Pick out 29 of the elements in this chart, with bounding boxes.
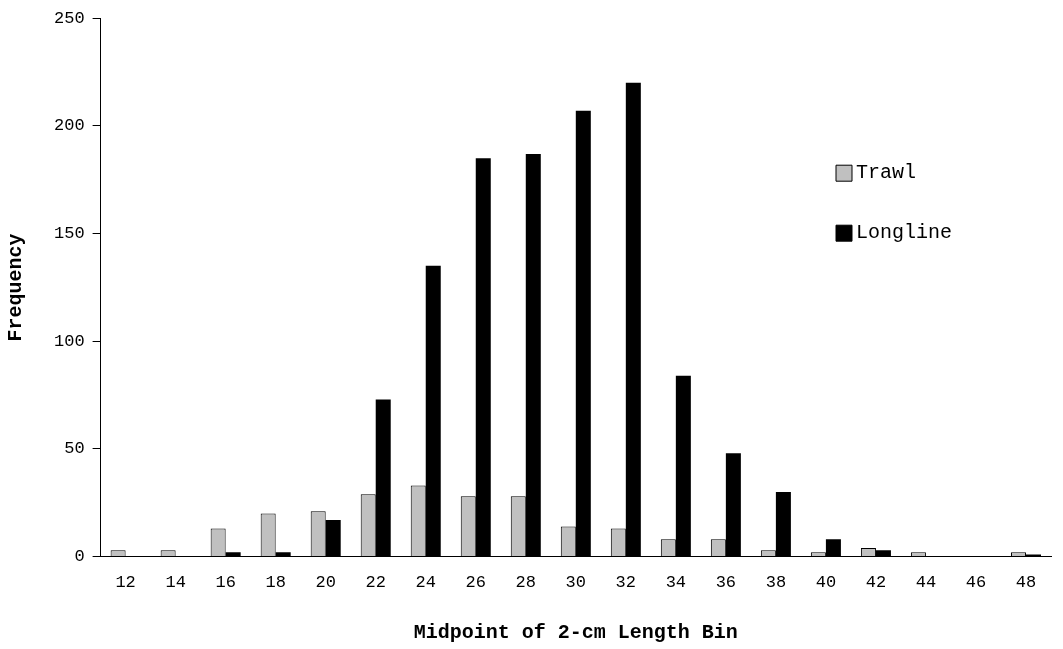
x-tick-label: 14 (165, 573, 186, 593)
x-axis-title: Midpoint of 2-cm Length Bin (413, 621, 738, 645)
x-tick-label: 24 (415, 573, 436, 593)
x-tick-label: 18 (265, 573, 286, 593)
x-tick-label: 46 (965, 573, 987, 593)
x-tick-label: 12 (115, 573, 136, 593)
x-tick-label: 34 (665, 573, 687, 593)
x-tick-label: 40 (815, 573, 837, 593)
x-tick-label: 20 (315, 573, 336, 593)
x-tick-label: 16 (215, 573, 236, 593)
y-tick-label: 50 (64, 439, 85, 459)
y-axis-title: Frequency (4, 233, 28, 342)
x-tick-label: 44 (915, 573, 937, 593)
x-tick-label: 42 (865, 573, 887, 593)
legend-label: Trawl (856, 161, 917, 185)
y-tick-label: 150 (54, 224, 85, 244)
x-tick-label: 30 (565, 573, 587, 593)
x-tick-label: 36 (715, 573, 737, 593)
x-tick-label: 22 (365, 573, 386, 593)
x-tick-label: 32 (615, 573, 637, 593)
x-tick-label: 48 (1015, 573, 1037, 593)
y-tick-label: 100 (54, 331, 85, 351)
x-tick-label: 38 (765, 573, 787, 593)
y-tick-label: 200 (54, 116, 85, 136)
legend-label: Longline (856, 221, 953, 245)
x-tick-label: 28 (515, 573, 536, 593)
y-tick-label: 250 (54, 8, 85, 28)
y-tick-label: 0 (74, 547, 85, 567)
x-tick-label: 26 (465, 573, 486, 593)
